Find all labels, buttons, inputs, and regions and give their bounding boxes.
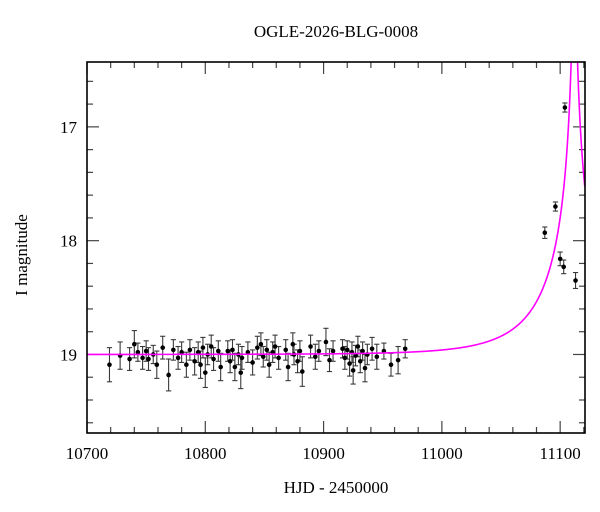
data-points	[107, 105, 578, 378]
data-point	[330, 348, 336, 354]
data-point	[308, 344, 313, 349]
chart-title: OGLE-2026-BLG-0008	[254, 22, 418, 41]
data-point	[353, 353, 358, 358]
data-point	[202, 370, 208, 375]
data-point	[146, 356, 151, 362]
data-point	[232, 364, 238, 370]
data-point	[239, 355, 245, 361]
data-point	[342, 355, 348, 361]
data-point	[360, 348, 365, 354]
data-point	[198, 362, 203, 368]
model-curve	[87, 62, 585, 356]
data-point	[355, 344, 361, 349]
data-point	[350, 368, 356, 373]
data-point	[245, 349, 251, 355]
data-point	[388, 362, 394, 368]
y-tick-label: 18	[60, 232, 77, 251]
data-point	[227, 359, 233, 364]
data-point	[299, 369, 305, 374]
data-point	[192, 359, 197, 364]
data-point	[230, 347, 235, 353]
data-point	[166, 372, 171, 378]
data-point	[175, 355, 181, 361]
data-point	[316, 348, 322, 354]
data-point	[297, 348, 303, 354]
data-point	[264, 347, 270, 353]
data-point	[154, 362, 160, 368]
data-point	[323, 339, 329, 345]
data-point	[255, 345, 260, 350]
data-point	[562, 105, 568, 110]
x-tick-label: 10900	[302, 444, 345, 463]
data-point	[140, 355, 145, 361]
data-point	[107, 362, 112, 368]
data-point	[369, 346, 375, 352]
x-tick-label: 10800	[184, 444, 227, 463]
data-point	[238, 370, 244, 375]
x-tick-label: 11100	[540, 444, 581, 463]
x-tick-label: 11000	[421, 444, 463, 463]
data-point	[266, 362, 272, 368]
data-point	[553, 204, 558, 209]
data-point	[327, 357, 332, 363]
x-tick-label: 10700	[66, 444, 109, 463]
data-point	[295, 359, 300, 364]
data-point	[270, 349, 276, 355]
model-curve-path	[87, 62, 585, 356]
data-point	[340, 346, 345, 352]
y-tick-label: 19	[60, 345, 77, 364]
data-point	[312, 354, 318, 360]
data-point	[225, 348, 231, 354]
data-point	[184, 362, 189, 368]
axis-tick-labels: 10700 10800 10900 11000 11100 17 18 19	[60, 118, 581, 463]
data-point	[347, 361, 352, 366]
data-point	[250, 360, 255, 365]
y-tick-label: 17	[60, 118, 78, 137]
data-point	[200, 345, 206, 350]
data-point	[290, 341, 296, 347]
data-point	[218, 364, 223, 370]
data-point	[258, 341, 264, 347]
data-point	[402, 346, 408, 352]
data-point	[395, 357, 401, 363]
data-point	[135, 349, 141, 355]
data-point	[561, 264, 567, 270]
data-point	[285, 364, 291, 370]
plot-frame	[86, 61, 586, 434]
data-point	[132, 341, 137, 347]
data-point	[260, 354, 266, 360]
data-point	[276, 355, 281, 361]
data-point	[344, 347, 350, 353]
data-point	[195, 349, 201, 355]
data-point	[374, 354, 380, 360]
data-point	[208, 344, 214, 349]
data-point	[542, 230, 548, 236]
data-point	[187, 347, 193, 353]
data-point	[160, 345, 166, 350]
data-point	[211, 356, 216, 362]
data-point	[143, 348, 149, 354]
y-axis-label: I magnitude	[12, 214, 31, 296]
data-point	[127, 356, 132, 362]
data-point	[179, 349, 184, 355]
data-point	[272, 344, 278, 349]
data-point	[573, 278, 578, 283]
axis-ticks	[86, 62, 585, 433]
data-point	[362, 365, 368, 371]
x-axis-label: HJD - 2450000	[284, 478, 389, 497]
data-point	[357, 359, 363, 364]
data-point	[283, 347, 289, 353]
data-point	[171, 347, 176, 353]
data-point	[216, 348, 221, 354]
data-point	[557, 256, 563, 262]
